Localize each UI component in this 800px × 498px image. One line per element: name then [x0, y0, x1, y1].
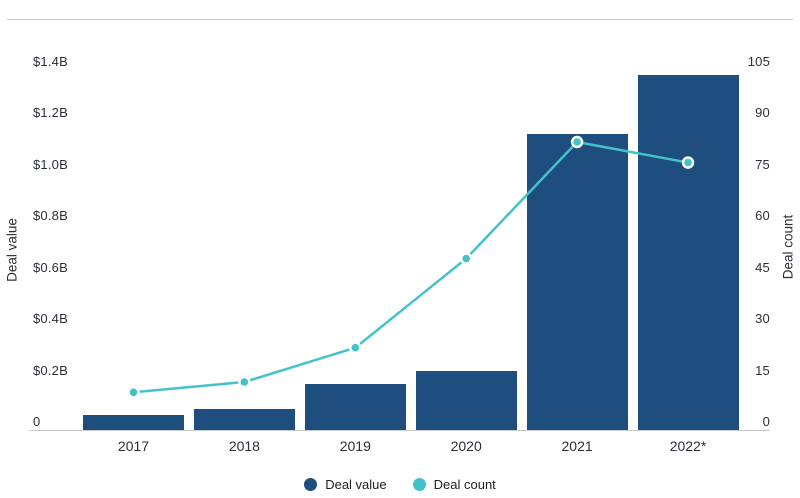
y-tick-label-right: 90 — [755, 105, 770, 121]
right-axis-title: Deal count — [780, 214, 796, 280]
legend-dot-deal-count-icon — [412, 478, 426, 491]
y-tick-label-left: $0.4B — [33, 311, 68, 327]
left-axis-title: Deal value — [4, 218, 20, 282]
y-tick-label-left: 0 — [33, 414, 41, 429]
deal-count-point-2018 — [238, 375, 251, 389]
x-tick-label-2020: 2020 — [450, 438, 482, 454]
deal-count-point-2017 — [127, 386, 140, 399]
y-tick-label-left: $0.8B — [33, 208, 68, 224]
y-tick-label-left: $1.4B — [33, 54, 68, 69]
bar-2018 — [193, 409, 295, 430]
legend: Deal value Deal count — [0, 477, 800, 492]
x-axis-line — [29, 430, 770, 431]
y-tick-label-right: 0 — [762, 414, 770, 429]
y-tick-label-right: 60 — [755, 208, 770, 224]
legend-item-deal-count[interactable]: Deal count — [412, 477, 496, 492]
y-tick-label-right: 30 — [755, 311, 770, 327]
y-tick-label-right: 105 — [747, 54, 770, 69]
y-tick-label-right: 45 — [755, 259, 770, 275]
y-tick-label-right: 75 — [755, 156, 770, 172]
x-tick-label-2019: 2019 — [339, 438, 371, 454]
top-divider — [7, 19, 793, 20]
y-tick-label-left: $0.6B — [33, 259, 68, 275]
x-tick-label-2017: 2017 — [117, 438, 150, 454]
bar-2022* — [637, 75, 739, 430]
legend-dot-deal-value-icon — [304, 478, 318, 491]
legend-item-label: Deal value — [325, 477, 387, 492]
x-tick-label-2022*: 2022* — [669, 438, 707, 454]
bar-2019 — [304, 383, 406, 430]
y-tick-label-left: $1.0B — [33, 156, 68, 172]
y-tick-label-left: $1.2B — [33, 105, 68, 121]
x-tick-label-2021: 2021 — [561, 438, 593, 454]
y-tick-label-left: $0.2B — [33, 362, 68, 378]
deal-count-point-2020 — [460, 252, 473, 265]
y-tick-label-right: 15 — [755, 362, 770, 378]
legend-item-deal-value[interactable]: Deal value — [304, 477, 387, 492]
legend-item-label: Deal count — [433, 477, 496, 492]
bar-2020 — [415, 370, 517, 430]
bar-2021 — [526, 134, 628, 430]
deal-count-point-2019 — [349, 341, 362, 354]
x-tick-label-2018: 2018 — [228, 438, 260, 454]
bar-2017 — [83, 414, 184, 430]
